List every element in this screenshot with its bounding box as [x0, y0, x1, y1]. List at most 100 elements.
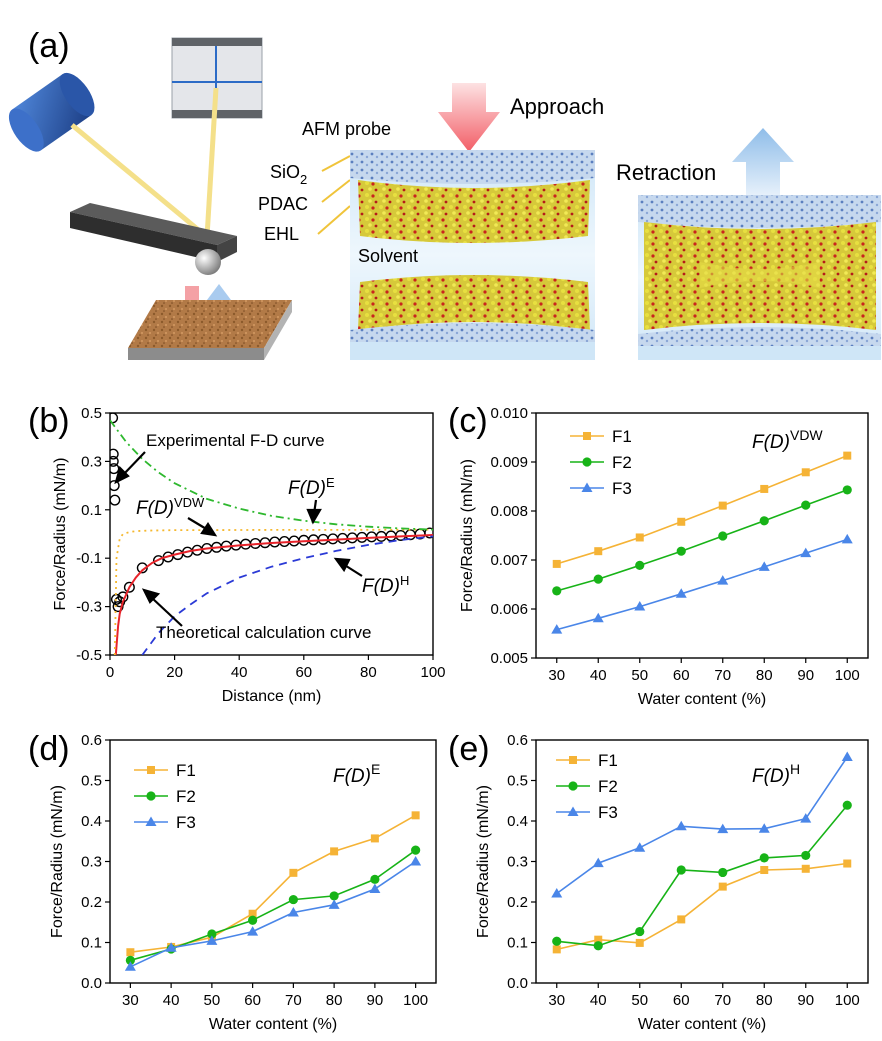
e-x-tick-label: 80 — [756, 992, 773, 1009]
d-frame — [109, 739, 437, 984]
c-x-tick-label: 80 — [756, 667, 773, 684]
d-f3-point — [206, 935, 218, 945]
panel-d-letter: (d) — [28, 730, 70, 768]
theoretical-arrow — [151, 597, 183, 627]
c-y-tick-label: 0.010 — [490, 405, 528, 422]
c-f2-line — [556, 489, 848, 592]
e-y-tick-label: 0.6 — [507, 732, 528, 749]
d-f3-point — [247, 926, 259, 936]
c-f3-point — [592, 612, 604, 623]
d-f1-point — [370, 834, 379, 843]
e-f3-point — [634, 842, 646, 852]
e-panel-title: F(D)H — [752, 761, 800, 787]
ehl-label: EHL — [264, 224, 299, 244]
c-f2-point — [635, 560, 645, 570]
d-f3-point — [165, 942, 177, 952]
d-f3-point — [287, 907, 299, 917]
e-f3-line — [556, 756, 848, 895]
c-f3-line — [556, 538, 848, 631]
d-x-tick-label: 60 — [244, 992, 261, 1009]
e-f1-point — [552, 945, 561, 954]
c-x-tick-label: 60 — [673, 667, 690, 684]
c-y-tick-label: 0.007 — [490, 552, 528, 569]
e-frame — [535, 739, 869, 984]
e-x-tick-label: 70 — [714, 992, 731, 1009]
panel-c: (c) 30 40 50 60 70 80 90 100 0.005 0.006 0.007 0.00… — [448, 402, 869, 708]
c-f3-point — [551, 624, 563, 634]
d-x-tick-label: 100 — [403, 992, 428, 1009]
c-f1-point — [843, 451, 852, 460]
fd-h-label: F(D)H — [362, 573, 409, 597]
pdac-pointer — [321, 179, 351, 203]
e-y-tick-label: 0.5 — [507, 773, 528, 790]
fd-h-text: F(D) — [362, 576, 400, 597]
e-f3-point — [551, 887, 563, 898]
approach-simulation-box: Solvent — [350, 150, 595, 360]
pdac-label: PDAC — [258, 194, 308, 214]
e-f2-point — [718, 867, 728, 878]
b-x-tick-label: 100 — [420, 664, 445, 681]
b-experimental-point — [404, 529, 416, 541]
e-f3-point — [800, 813, 812, 823]
fd-vdw-label: F(D)VDW — [136, 495, 205, 519]
b-experimental-point — [110, 448, 119, 460]
e-f1-point — [718, 882, 727, 891]
cantilever-icon — [70, 203, 237, 262]
c-f3-point — [675, 588, 687, 598]
c-f1-point — [677, 517, 686, 526]
c-x-tick-label: 30 — [548, 667, 565, 684]
d-x-tick-label: 40 — [163, 992, 180, 1009]
b-e-curve — [110, 419, 433, 531]
fd-h-arrowhead — [333, 557, 351, 573]
e-x-tick-label: 60 — [673, 992, 690, 1009]
c-f1-line — [556, 454, 848, 565]
approach-label: Approach — [510, 94, 604, 119]
e-legend-label: F1 — [598, 751, 618, 770]
e-x-tick-label: 100 — [835, 992, 860, 1009]
panel-b: (b) 0 20 40 60 80 100 -0.5 -0.3 -0.1 0.1 0.3 0.5 Dis… — [28, 402, 446, 705]
d-legend-marker — [145, 816, 157, 826]
e-y-tick-label: 0.0 — [507, 975, 528, 992]
theoretical-arrowhead — [141, 588, 161, 604]
e-f3-point — [592, 857, 604, 868]
e-y-tick-label: 0.1 — [507, 935, 528, 952]
e-f2-point — [759, 853, 769, 863]
fd-e-sup: E — [326, 475, 335, 490]
e-x-axis-title: Water content (%) — [638, 1016, 766, 1033]
c-f2-point — [759, 516, 769, 526]
panel-a-letter: (a) — [28, 27, 70, 65]
d-f3-line — [130, 860, 417, 968]
c-f1-point — [718, 501, 727, 510]
c-legend-marker — [582, 457, 592, 467]
c-x-tick-label: 40 — [590, 667, 607, 684]
afm-probe-label: AFM probe — [302, 119, 391, 139]
b-x-tick-label: 80 — [360, 664, 377, 681]
theoretical-curve-label: Theoretical calculation curve — [156, 623, 371, 642]
experimental-arrowhead — [114, 465, 130, 485]
d-y-tick-label: 0.0 — [81, 975, 102, 992]
e-y-tick-label: 0.2 — [507, 894, 528, 911]
e-x-tick-label: 40 — [590, 992, 607, 1009]
d-x-tick-label: 80 — [326, 992, 343, 1009]
b-experimental-point — [110, 413, 119, 424]
retraction-simulation-box — [638, 195, 881, 360]
d-f2-point — [329, 891, 339, 901]
c-f2-point — [718, 531, 728, 541]
b-y-tick-label: 0.1 — [81, 502, 102, 519]
b-y-tick-label: -0.5 — [76, 647, 102, 664]
b-x-tick-label: 0 — [106, 664, 114, 681]
c-f3-point — [758, 561, 770, 571]
c-f1-point — [635, 533, 644, 542]
experimental-arrow — [121, 451, 146, 477]
c-y-tick-label: 0.009 — [490, 454, 528, 471]
b-x-tick-label: 20 — [166, 664, 183, 681]
d-panel-title-main: F(D) — [333, 766, 371, 787]
b-experimental-point — [112, 601, 124, 613]
d-f2-point — [411, 845, 421, 855]
e-legend-label: F2 — [598, 777, 618, 796]
b-frame — [109, 412, 434, 656]
d-f1-point — [248, 909, 257, 918]
b-y-tick-label: 0.3 — [81, 453, 102, 470]
d-panel-title-sup: E — [371, 761, 380, 777]
c-f2-point — [801, 500, 811, 510]
